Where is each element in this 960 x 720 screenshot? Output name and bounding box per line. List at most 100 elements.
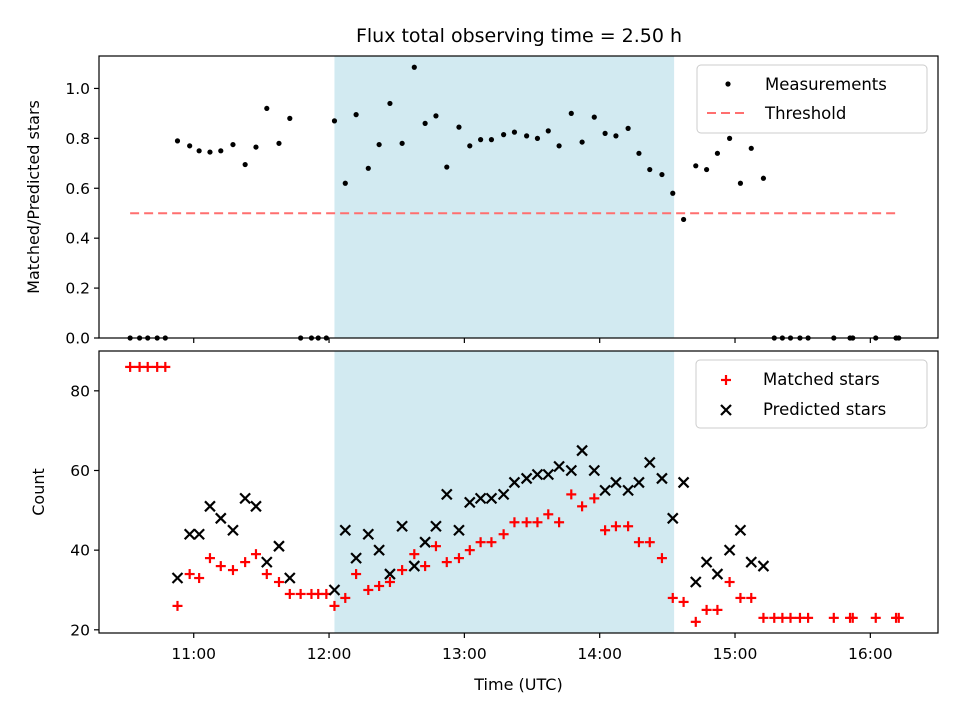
matched-star-point xyxy=(430,541,441,552)
matched-star-point xyxy=(397,565,408,576)
x-tick-label: 13:00 xyxy=(442,645,487,663)
matched-star-point xyxy=(295,588,306,599)
matched-star-point xyxy=(215,561,226,572)
bottom-plot-frame xyxy=(98,350,939,634)
matched-star-point xyxy=(566,489,577,500)
measurement-point xyxy=(579,139,585,145)
measurement-point xyxy=(230,141,236,148)
measurement-point xyxy=(467,143,473,149)
legend-predicted-label: Predicted stars xyxy=(763,400,886,419)
x-stroke-b xyxy=(261,556,273,568)
matched-star-point xyxy=(160,361,171,372)
predicted-star-point xyxy=(464,496,476,509)
measurement-point xyxy=(636,150,642,156)
x-stroke-b xyxy=(441,488,453,501)
matched-star-point xyxy=(204,553,215,564)
predicted-star-point xyxy=(553,460,565,473)
matched-star-point xyxy=(240,557,251,568)
chart-title: Flux total observing time = 2.50 h xyxy=(356,25,682,47)
top-plot-frame xyxy=(98,55,939,339)
predicted-star-point xyxy=(531,468,544,481)
matched-star-point xyxy=(724,577,735,588)
predicted-star-point xyxy=(396,520,408,533)
x-tick-label: 15:00 xyxy=(713,645,758,663)
y-tick-label-top: 0.2 xyxy=(65,280,90,298)
x-stroke-b xyxy=(384,568,396,580)
measurement-point xyxy=(287,115,293,121)
x-stroke-b xyxy=(576,444,588,457)
measurement-point xyxy=(196,148,202,154)
predicted-star-point xyxy=(328,584,341,596)
measurement-point xyxy=(253,144,259,150)
measurement-point xyxy=(501,132,507,138)
x-stroke-b xyxy=(193,528,205,540)
x-stroke-b xyxy=(474,492,487,505)
legend-top xyxy=(696,64,928,134)
measurement-point xyxy=(478,137,484,143)
predicted-star-point xyxy=(373,544,385,556)
x-stroke-b xyxy=(666,512,679,525)
matched-star-point xyxy=(453,553,464,564)
measurement-point xyxy=(748,145,754,151)
y-tick-label-bottom: 80 xyxy=(70,382,90,400)
y-axis-label-top: Matched/Predicted stars xyxy=(24,100,43,294)
predicted-star-point xyxy=(599,484,611,497)
x-stroke-b xyxy=(734,524,747,537)
matched-star-point xyxy=(409,549,420,560)
predicted-star-point xyxy=(610,476,622,489)
legend-bottom xyxy=(695,359,928,429)
y-tick-label-bottom: 40 xyxy=(70,542,90,560)
measurement-point xyxy=(207,149,213,155)
predicted-star-point xyxy=(711,568,724,580)
matched-star-point xyxy=(656,553,667,564)
matched-star-point xyxy=(678,596,689,607)
x-stroke-b xyxy=(328,584,341,596)
predicted-star-point xyxy=(362,528,375,540)
legend-threshold-label: Threshold xyxy=(764,104,846,123)
measurement-point xyxy=(703,166,710,173)
legend-measurements-label: Measurements xyxy=(765,75,887,94)
x-stroke-b xyxy=(700,556,713,568)
measurement-point xyxy=(456,124,462,130)
x-tick-label: 14:00 xyxy=(577,645,622,663)
predicted-star-point xyxy=(588,464,601,477)
predicted-star-point xyxy=(284,572,296,584)
measurement-point xyxy=(591,114,597,120)
measurement-point xyxy=(693,163,699,169)
predicted-star-point xyxy=(193,528,205,540)
x-stroke-b xyxy=(497,488,510,501)
matched-star-point xyxy=(600,525,611,536)
matched-star-point xyxy=(712,604,723,615)
matched-star-point xyxy=(351,569,362,580)
matched-star-point xyxy=(441,557,452,568)
matched-star-point xyxy=(464,545,475,556)
measurement-point xyxy=(534,135,541,141)
x-stroke-b xyxy=(711,568,724,580)
y-tick-label-top: 0.4 xyxy=(65,230,90,248)
matched-star-point xyxy=(125,361,136,372)
x-stroke-b xyxy=(430,520,442,533)
x-stroke-b xyxy=(531,468,544,481)
x-stroke-b xyxy=(171,572,184,584)
predicted-star-point xyxy=(656,472,668,485)
predicted-star-point xyxy=(273,540,285,552)
x-stroke-b xyxy=(508,476,521,489)
measurement-point xyxy=(353,112,359,118)
predicted-star-point xyxy=(215,512,227,525)
highlight-span-bottom xyxy=(334,351,675,633)
x-stroke-b xyxy=(339,524,352,537)
x-stroke-b xyxy=(408,560,421,572)
x-stroke-b xyxy=(250,500,262,513)
predicted-star-point xyxy=(250,500,262,513)
predicted-star-point xyxy=(204,500,216,513)
x-stroke-b xyxy=(284,572,296,584)
matched-star-point xyxy=(701,604,712,615)
matched-star-point xyxy=(363,584,374,595)
x-stroke-b xyxy=(464,496,476,509)
matched-star-point xyxy=(250,549,261,560)
highlight-span-top xyxy=(334,56,675,338)
predicted-star-point xyxy=(485,492,498,505)
matched-star-point xyxy=(227,565,238,576)
predicted-star-point xyxy=(474,492,487,505)
x-stroke-b xyxy=(689,576,702,588)
